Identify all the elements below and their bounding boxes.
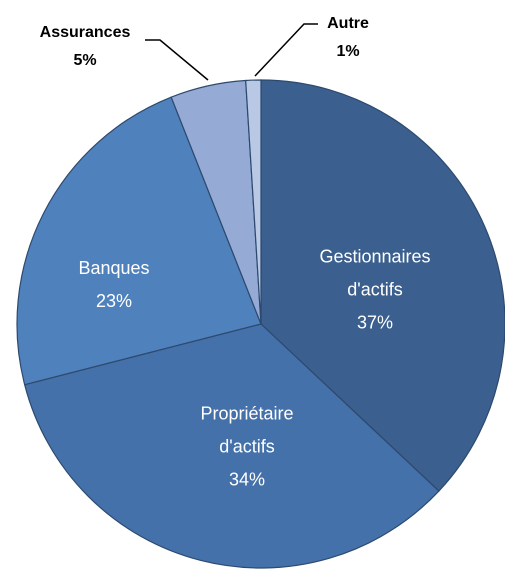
pie-slice [245,79,262,325]
pie [16,79,505,569]
pie-slice [260,79,505,492]
leader-line [145,39,209,81]
value-label: 37% [356,312,394,333]
slice-label: Banques 23% [54,252,174,318]
value-label: 23% [95,291,133,311]
category-label: Banques [78,258,150,278]
slice-label: Gestionnaires d'actifs 37% [300,241,450,340]
category-label: Propriétaire d'actifs [200,403,294,457]
pie-slice [23,323,440,569]
value-label: 1% [336,43,360,60]
category-label: Gestionnaires d'actifs [319,246,431,300]
leader-line [254,23,318,77]
slice-label: Assurances 5% [15,19,155,75]
value-label: 5% [73,52,97,69]
category-label: Autre [327,15,369,32]
category-label: Assurances [39,24,131,41]
slice-label: Autre 1% [308,10,388,66]
pie-slice [16,96,262,386]
value-label: 34% [228,469,266,490]
slice-label: Propriétaire d'actifs 34% [177,398,317,497]
